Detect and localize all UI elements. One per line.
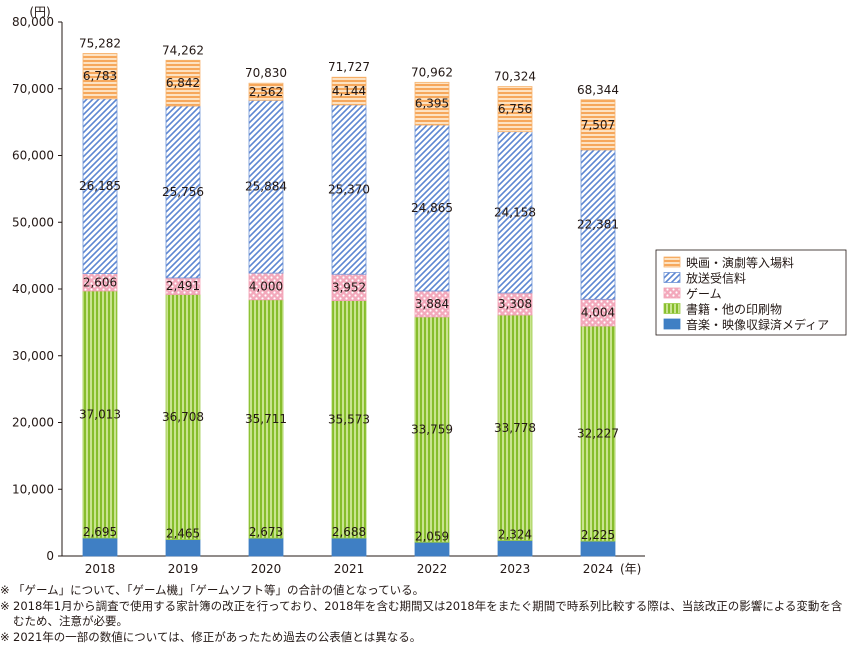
- data-label: 4,004: [581, 306, 615, 320]
- data-label: 25,756: [162, 185, 204, 199]
- data-label: 3,308: [498, 297, 532, 311]
- y-tick-label: 80,000: [12, 15, 54, 29]
- data-label: 32,227: [577, 427, 619, 441]
- data-label: 2,688: [332, 525, 366, 539]
- data-label: 2,324: [498, 527, 532, 541]
- data-label: 4,000: [249, 279, 283, 293]
- data-label: 3,884: [415, 297, 449, 311]
- data-label: 22,381: [577, 218, 619, 232]
- legend-swatch: [664, 273, 680, 283]
- y-tick-label: 20,000: [12, 416, 54, 430]
- data-label: 36,708: [162, 410, 204, 424]
- legend-label: 放送受信料: [686, 271, 746, 286]
- data-label: 2,606: [83, 275, 117, 289]
- y-tick-label: 30,000: [12, 349, 54, 363]
- data-label: 25,884: [245, 180, 287, 194]
- data-label: 6,756: [498, 102, 532, 116]
- y-tick-label: 60,000: [12, 149, 54, 163]
- bars: 2,695 37,013 2,606 26,185 6,783 75,282 2,465 36…: [79, 36, 619, 556]
- total-label: 70,962: [411, 65, 453, 79]
- stacked-bar-chart: (円) (年) 010,00020,00030,00040,00050,0006…: [0, 0, 855, 583]
- data-label: 6,395: [415, 97, 449, 111]
- total-label: 70,830: [245, 66, 287, 80]
- bar-segment: [166, 540, 200, 556]
- data-label: 6,842: [166, 76, 200, 90]
- bar-segment: [332, 538, 366, 556]
- x-tick-label: 2022: [417, 562, 448, 576]
- y-tick-label: 40,000: [12, 282, 54, 296]
- total-label: 71,727: [328, 60, 370, 74]
- x-tick-label: 2023: [500, 562, 531, 576]
- data-label: 25,370: [328, 183, 370, 197]
- y-tick-label: 0: [46, 549, 54, 563]
- x-tick-label: 2021: [334, 562, 365, 576]
- data-label: 4,144: [332, 84, 366, 98]
- x-tick-label: 2019: [168, 562, 199, 576]
- bar-segment: [249, 538, 283, 556]
- y-tick-label: 50,000: [12, 215, 54, 229]
- y-axis: 0 10,000 20,000 30,000 40,000 50,000 60,000 70,…: [12, 15, 62, 563]
- total-label: 75,282: [79, 36, 121, 50]
- data-label: 37,013: [79, 407, 121, 421]
- y-tick-label: 10,000: [12, 482, 54, 496]
- note-1-text: 「ゲーム」について、「ゲーム機」「ゲームソフト等」の合計の値となっている。: [13, 583, 855, 599]
- legend-swatch: [664, 288, 680, 298]
- data-label: 35,573: [328, 412, 370, 426]
- data-label: 3,952: [332, 280, 366, 294]
- note-2: ※ 2018年1月から調査で使用する家計簿の改正を行っており、2018年を含む期…: [0, 599, 855, 630]
- bar-segment: [83, 538, 117, 556]
- x-axis: 2018 2019 2020 2021 2022 2023 2024: [62, 556, 645, 576]
- notes: ※ 「ゲーム」について、「ゲーム機」「ゲームソフト等」の合計の値となっている。 …: [0, 583, 855, 645]
- legend-label: ゲーム: [686, 287, 722, 301]
- data-label: 2,225: [581, 528, 615, 542]
- data-label: 2,695: [83, 525, 117, 539]
- data-label: 6,783: [83, 69, 117, 83]
- data-label: 26,185: [79, 179, 121, 193]
- y-tick-label: 70,000: [12, 82, 54, 96]
- data-label: 2,673: [249, 525, 283, 539]
- total-label: 74,262: [162, 43, 204, 57]
- data-label: 24,865: [411, 201, 453, 215]
- note-1: ※ 「ゲーム」について、「ゲーム機」「ゲームソフト等」の合計の値となっている。: [0, 583, 855, 599]
- legend-swatch: [664, 257, 680, 267]
- data-label: 33,759: [411, 423, 453, 437]
- x-tick-label: 2020: [251, 562, 282, 576]
- legend-label: 音楽・映像収録済メディア: [686, 317, 829, 332]
- legend-label: 書籍・他の印刷物: [686, 302, 782, 317]
- x-unit-label: (年): [620, 562, 641, 576]
- bar-segment: [498, 540, 532, 556]
- data-label: 2,465: [166, 527, 200, 541]
- note-2-text: 2018年1月から調査で使用する家計簿の改正を行っており、2018年を含む期間又…: [13, 599, 855, 630]
- data-label: 33,778: [494, 421, 536, 435]
- total-label: 68,344: [577, 83, 619, 97]
- bar-segment: [581, 541, 615, 556]
- note-1-mark: ※: [0, 583, 13, 599]
- total-label: 70,324: [494, 70, 536, 84]
- bar-segment: [415, 542, 449, 556]
- legend-swatch: [664, 304, 680, 314]
- data-label: 2,059: [415, 529, 449, 543]
- data-label: 35,711: [245, 412, 287, 426]
- data-label: 7,507: [581, 118, 615, 132]
- x-tick-label: 2018: [85, 562, 116, 576]
- legend-swatch: [664, 319, 680, 329]
- data-label: 24,158: [494, 205, 536, 219]
- data-label: 2,562: [249, 85, 283, 99]
- data-label: 2,491: [166, 279, 200, 293]
- note-2-mark: ※: [0, 599, 13, 630]
- legend-label: 映画・演劇等入場料: [686, 255, 794, 270]
- x-tick-label: 2024: [583, 562, 614, 576]
